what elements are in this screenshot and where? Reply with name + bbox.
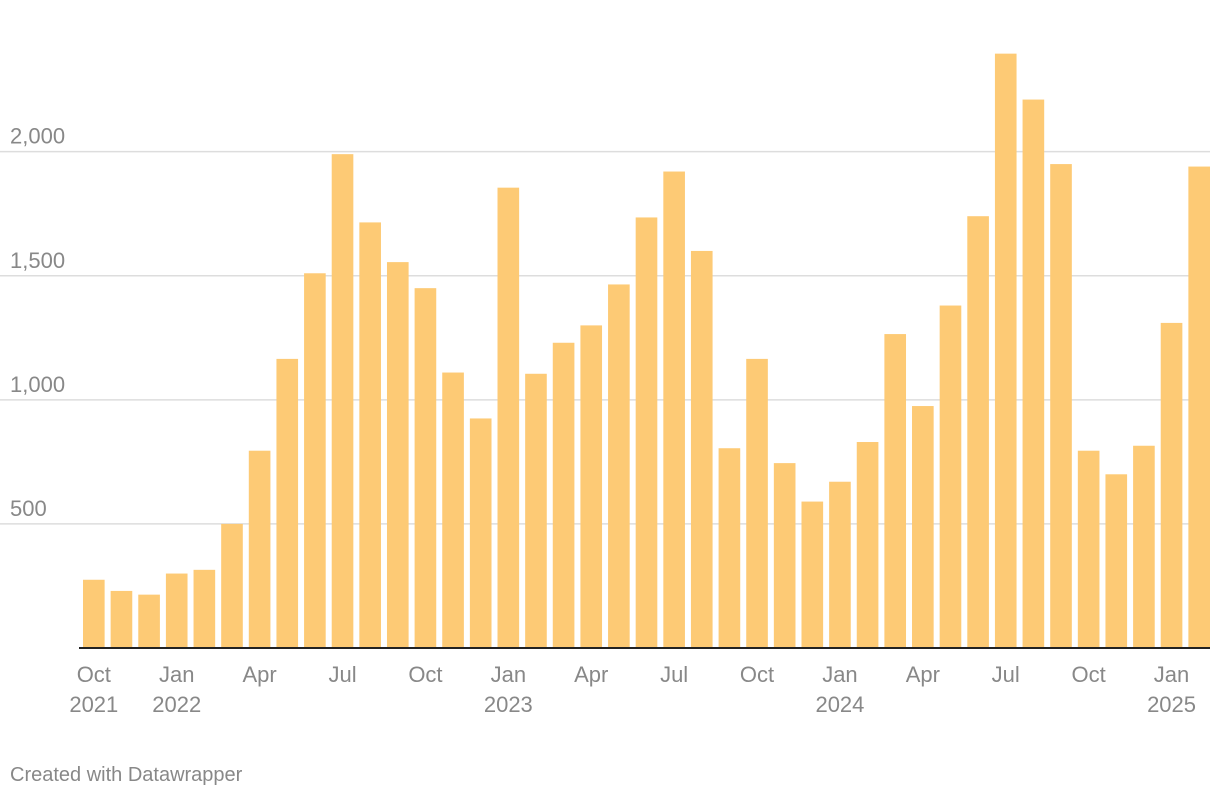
x-tick-label: Oct	[77, 662, 111, 687]
bars	[83, 53, 1210, 648]
bar	[690, 250, 713, 648]
x-tick-label: Apr	[574, 662, 608, 687]
bar	[1160, 322, 1183, 648]
y-tick-label: 1,500	[10, 248, 65, 273]
x-tick-label: Oct	[1072, 662, 1106, 687]
bar	[635, 217, 658, 648]
bar	[414, 288, 437, 648]
credit-text: Created with Datawrapper	[10, 764, 243, 786]
x-tick-label: Apr	[906, 662, 940, 687]
y-tick-label: 500	[10, 496, 47, 521]
x-tick-label: Oct	[408, 662, 442, 687]
bar	[552, 342, 575, 648]
y-axis-tick-labels: 500 1,000 1,500 2,000	[10, 124, 65, 521]
bar	[967, 216, 989, 648]
x-tick-label: 2024	[815, 692, 864, 717]
bar	[829, 481, 851, 648]
bar	[718, 448, 741, 648]
bar	[1133, 445, 1155, 648]
bar	[773, 463, 796, 648]
bar	[912, 406, 934, 648]
bar	[276, 358, 299, 648]
x-tick-label: Oct	[740, 662, 774, 687]
x-axis-tick-labels: Oct 2021 Jan 2022 Apr Jul Oct Jan 2023 Apr Jul Oct J…	[69, 662, 1196, 717]
bar	[165, 573, 188, 648]
bar	[469, 418, 492, 648]
y-tick-label: 2,000	[10, 124, 65, 149]
bar	[608, 284, 630, 648]
x-tick-label: Jul	[328, 662, 356, 687]
x-tick-label: 2023	[484, 692, 533, 717]
bar	[525, 373, 547, 648]
bar	[1105, 474, 1128, 648]
bar	[801, 501, 824, 648]
bar	[856, 442, 879, 648]
bar	[1050, 164, 1072, 648]
bar	[221, 523, 243, 648]
x-tick-label: 2025	[1147, 692, 1196, 717]
bar	[359, 222, 381, 648]
bar	[331, 154, 354, 648]
bar	[994, 53, 1017, 648]
bar	[580, 325, 603, 648]
y-tick-label: 1,000	[10, 372, 65, 397]
bar	[193, 569, 216, 648]
x-tick-label: Jan	[491, 662, 526, 687]
bar	[884, 334, 907, 648]
bar	[110, 590, 133, 648]
bar	[248, 450, 271, 648]
x-tick-label: Jul	[992, 662, 1020, 687]
x-tick-label: Jan	[1154, 662, 1189, 687]
bar	[83, 579, 105, 648]
bar	[746, 358, 768, 648]
bar	[1022, 99, 1045, 648]
bar	[497, 187, 520, 648]
bar	[442, 372, 464, 648]
bar	[1188, 166, 1210, 648]
bar	[304, 273, 326, 648]
x-tick-label: Jul	[660, 662, 688, 687]
bar	[939, 305, 962, 648]
x-tick-label: 2021	[69, 692, 118, 717]
bar	[138, 594, 160, 648]
bar	[386, 262, 409, 648]
bar	[1077, 450, 1100, 648]
bar	[663, 171, 685, 648]
x-tick-label: 2022	[152, 692, 201, 717]
x-tick-label: Jan	[822, 662, 857, 687]
x-tick-label: Apr	[242, 662, 276, 687]
x-tick-label: Jan	[159, 662, 194, 687]
